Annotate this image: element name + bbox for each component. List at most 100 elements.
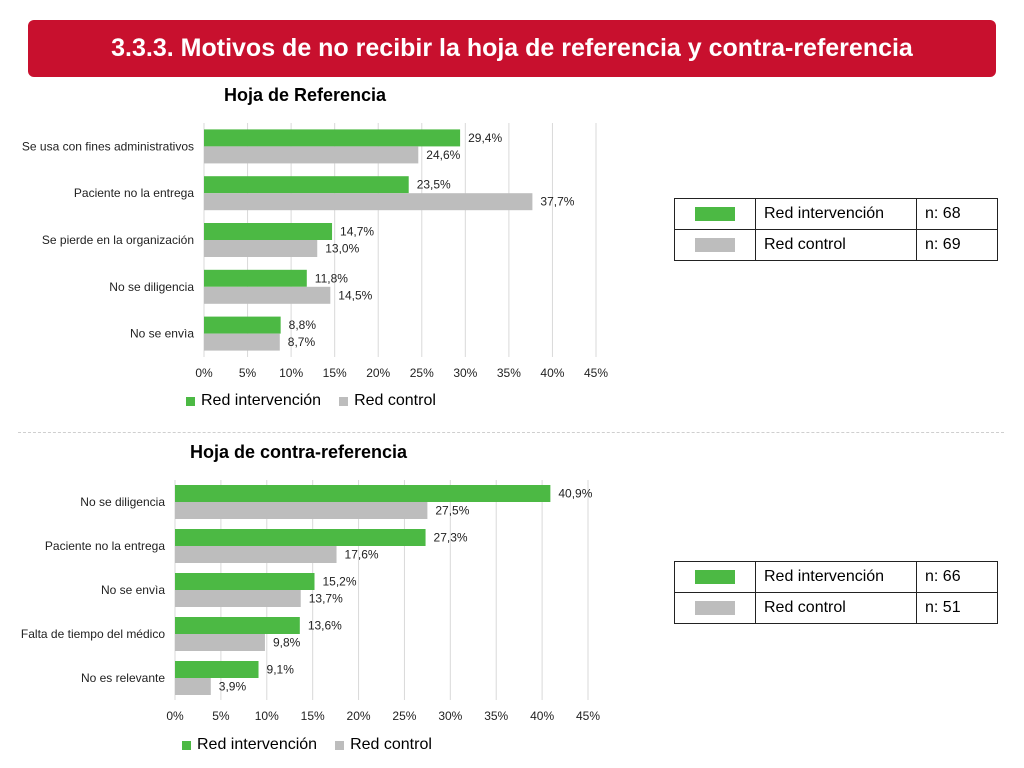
x-tick-label: 35%	[484, 709, 508, 723]
x-tick-label: 35%	[497, 366, 521, 380]
legend-swatch-intervention	[182, 740, 191, 750]
title-banner: 3.3.3. Motivos de no recibir la hoja de …	[28, 20, 996, 77]
bar-control	[175, 546, 337, 563]
sample-table-contra-referencia: Red intervención n: 66 Red control n: 51	[674, 561, 998, 624]
legend-swatch-control	[335, 740, 345, 750]
category-label: No es relevante	[81, 671, 165, 685]
x-tick-label: 40%	[530, 709, 554, 723]
table-n: n: 69	[916, 229, 998, 261]
bar-intervention	[175, 617, 300, 634]
category-label: Se pierde en la organización	[42, 233, 194, 247]
bar-intervention	[204, 223, 333, 240]
bar-intervention	[175, 485, 551, 502]
category-label: No se envìa	[130, 327, 194, 341]
data-label: 3,9%	[219, 680, 247, 694]
data-label: 27,5%	[435, 504, 469, 518]
chart-title-referencia: Hoja de Referencia	[224, 85, 387, 105]
data-label: 9,8%	[273, 636, 301, 650]
x-tick-label: 20%	[366, 366, 390, 380]
table-label: Red control	[755, 229, 917, 261]
page-title: 3.3.3. Motivos de no recibir la hoja de …	[111, 34, 913, 62]
x-tick-label: 30%	[453, 366, 477, 380]
bar-intervention	[204, 316, 281, 334]
table-n: n: 68	[916, 198, 998, 230]
bar-intervention	[175, 529, 426, 546]
bar-control	[204, 193, 533, 211]
bar-intervention	[204, 176, 409, 194]
data-label: 15,2%	[323, 575, 357, 589]
data-label: 8,8%	[289, 318, 317, 332]
swatch-intervention	[695, 206, 735, 221]
x-tick-label: 5%	[239, 366, 257, 380]
table-row: Red intervención n: 66	[674, 561, 998, 593]
x-tick-label: 0%	[195, 366, 213, 380]
table-label: Red intervención	[755, 561, 917, 593]
table-row: Red intervención n: 68	[674, 198, 998, 230]
legend-contra-referencia: Red intervención Red control	[182, 736, 432, 754]
bar-control	[204, 333, 280, 351]
category-label: No se diligencia	[80, 495, 165, 509]
legend-label-control: Red control	[350, 736, 432, 753]
table-label: Red control	[755, 592, 917, 624]
x-tick-label: 45%	[584, 366, 608, 380]
data-label: 13,7%	[309, 592, 343, 606]
bar-control	[175, 502, 428, 519]
bar-intervention	[175, 661, 259, 678]
x-tick-label: 25%	[392, 709, 416, 723]
data-label: 24,6%	[426, 148, 460, 162]
bar-control	[204, 146, 419, 164]
legend-item-control: Red control	[335, 736, 432, 754]
category-label: No se diligencia	[109, 280, 194, 294]
x-tick-label: 15%	[301, 709, 325, 723]
x-tick-label: 30%	[438, 709, 462, 723]
legend-swatch-intervention	[186, 396, 195, 406]
x-tick-label: 10%	[279, 366, 303, 380]
table-n: n: 51	[916, 592, 998, 624]
x-tick-label: 5%	[212, 709, 230, 723]
table-label: Red intervención	[755, 198, 917, 230]
category-label: Paciente no la entrega	[45, 539, 165, 553]
chart-contra-referencia: 0% 5% 10% 15% 20% 25% 30% 35% 40% 45% No se dilige…	[21, 480, 600, 723]
data-label: 27,3%	[434, 531, 468, 545]
x-tick-label: 0%	[166, 709, 184, 723]
bar-intervention	[204, 269, 307, 287]
category-label: No se envìa	[101, 583, 165, 597]
x-tick-label: 25%	[410, 366, 434, 380]
data-label: 17,6%	[345, 548, 379, 562]
x-tick-label: 10%	[255, 709, 279, 723]
data-label: 13,6%	[308, 619, 342, 633]
bar-control	[175, 634, 265, 651]
legend-item-intervention: Red intervención	[182, 736, 317, 754]
section-divider	[18, 432, 1004, 433]
table-row: Red control n: 69	[674, 229, 998, 261]
bar-control	[175, 590, 301, 607]
legend-item-control: Red control	[339, 392, 436, 410]
data-label: 13,0%	[325, 242, 359, 256]
category-label: Se usa con fines administrativos	[22, 139, 194, 153]
legend-swatch-control	[339, 396, 349, 406]
legend-referencia: Red intervención Red control	[186, 392, 436, 410]
data-label: 14,5%	[338, 288, 372, 302]
x-tick-label: 15%	[323, 366, 347, 380]
bar-control	[175, 678, 211, 695]
sample-table-referencia: Red intervención n: 68 Red control n: 69	[674, 198, 998, 261]
category-label: Paciente no la entrega	[74, 186, 194, 200]
table-n: n: 66	[916, 561, 998, 593]
swatch-control	[695, 237, 735, 252]
legend-item-intervention: Red intervención	[186, 392, 321, 410]
legend-label-intervention: Red intervención	[201, 392, 322, 409]
swatch-control	[695, 600, 735, 615]
legend-label-control: Red control	[354, 392, 436, 409]
table-row: Red control n: 51	[674, 592, 998, 624]
category-label: Falta de tiempo del médico	[21, 627, 165, 641]
bar-control	[204, 240, 318, 257]
data-label: 23,5%	[417, 178, 451, 192]
chart-title-contra-referencia: Hoja de contra-referencia	[190, 442, 408, 462]
data-label: 8,7%	[288, 335, 316, 349]
legend-label-intervention: Red intervención	[197, 736, 318, 753]
bar-intervention	[175, 573, 315, 590]
data-label: 40,9%	[558, 487, 592, 501]
data-label: 9,1%	[267, 663, 295, 677]
data-label: 37,7%	[540, 195, 574, 209]
swatch-intervention	[695, 569, 735, 584]
